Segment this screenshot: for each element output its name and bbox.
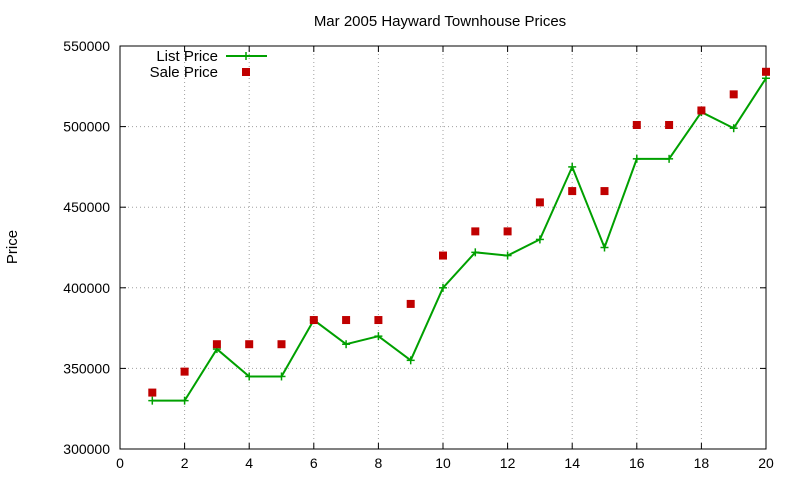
list-price-point: [729, 124, 738, 133]
sale-price-point: [471, 227, 480, 236]
y-tick-label: 400000: [63, 280, 110, 296]
y-axis-title: Price: [4, 230, 21, 264]
x-tick-label: 6: [310, 455, 318, 471]
list-price-series: [148, 74, 770, 405]
sale-price-point: [342, 316, 351, 325]
x-axis-tick-labels: 0 2 4 6 8 10 12 14 16 18 20: [116, 455, 774, 471]
list-price-point: [342, 340, 351, 349]
legend-label: List Price: [156, 48, 218, 65]
grid-lines: [120, 46, 766, 449]
list-price-point: [471, 248, 480, 257]
list-price-point: [503, 251, 512, 260]
y-tick-label: 300000: [63, 441, 110, 457]
sale-price-point: [374, 316, 383, 325]
list-price-line: [152, 77, 767, 402]
x-tick-label: 12: [500, 455, 516, 471]
sale-price-point: [729, 90, 738, 99]
x-tick-label: 0: [116, 455, 124, 471]
sale-price-point: [503, 227, 512, 236]
sale-price-point: [697, 106, 706, 115]
y-tick-label: 500000: [63, 119, 110, 135]
series-layer: [148, 67, 770, 405]
sale-price-point: [245, 340, 254, 349]
sale-price-point: [535, 198, 544, 207]
x-tick-label: 18: [694, 455, 710, 471]
list-price-point: [277, 372, 286, 381]
legend-entry-list-price: List Price: [156, 48, 267, 65]
sale-price-point: [439, 251, 447, 260]
y-tick-label: 450000: [63, 199, 110, 215]
list-price-point: [180, 396, 189, 405]
list-price-point: [535, 235, 544, 244]
chart-title: Mar 2005 Hayward Townhouse Prices: [314, 13, 566, 30]
sale-price-point: [148, 388, 157, 397]
x-tick-label: 8: [375, 455, 383, 471]
list-price-point: [600, 243, 609, 252]
sale-price-point: [406, 299, 415, 308]
sale-price-point: [180, 367, 189, 376]
sale-price-point: [277, 340, 286, 349]
legend-marker: [242, 52, 250, 60]
sale-price-point: [762, 67, 770, 76]
sale-price-point: [632, 120, 641, 129]
list-price-point: [632, 154, 641, 163]
sale-price-point: [568, 187, 577, 196]
list-price-point: [665, 154, 674, 163]
axis-ticks: [119, 45, 767, 450]
list-price-point: [374, 332, 383, 341]
y-axis-tick-labels: 300000 350000 400000 450000 500000 550000: [63, 38, 110, 457]
sale-price-point: [665, 120, 674, 129]
legend-label: Sale Price: [150, 64, 218, 81]
x-tick-label: 20: [758, 455, 774, 471]
y-tick-label: 350000: [63, 360, 110, 376]
list-price-point: [439, 283, 447, 292]
list-price-point: [568, 162, 577, 171]
x-tick-label: 10: [435, 455, 451, 471]
x-tick-label: 2: [181, 455, 189, 471]
y-tick-label: 550000: [63, 38, 110, 54]
x-tick-label: 4: [245, 455, 253, 471]
sale-price-point: [212, 340, 221, 349]
x-tick-label: 14: [564, 455, 580, 471]
legend-entry-sale-price: Sale Price: [150, 64, 250, 81]
x-tick-label: 16: [629, 455, 645, 471]
legend-marker: [242, 68, 250, 76]
sale-price-point: [309, 316, 318, 325]
list-price-point: [148, 396, 157, 405]
sale-price-series: [148, 67, 770, 397]
list-price-point: [245, 372, 254, 381]
list-price-point: [406, 356, 415, 365]
sale-price-point: [600, 187, 609, 196]
